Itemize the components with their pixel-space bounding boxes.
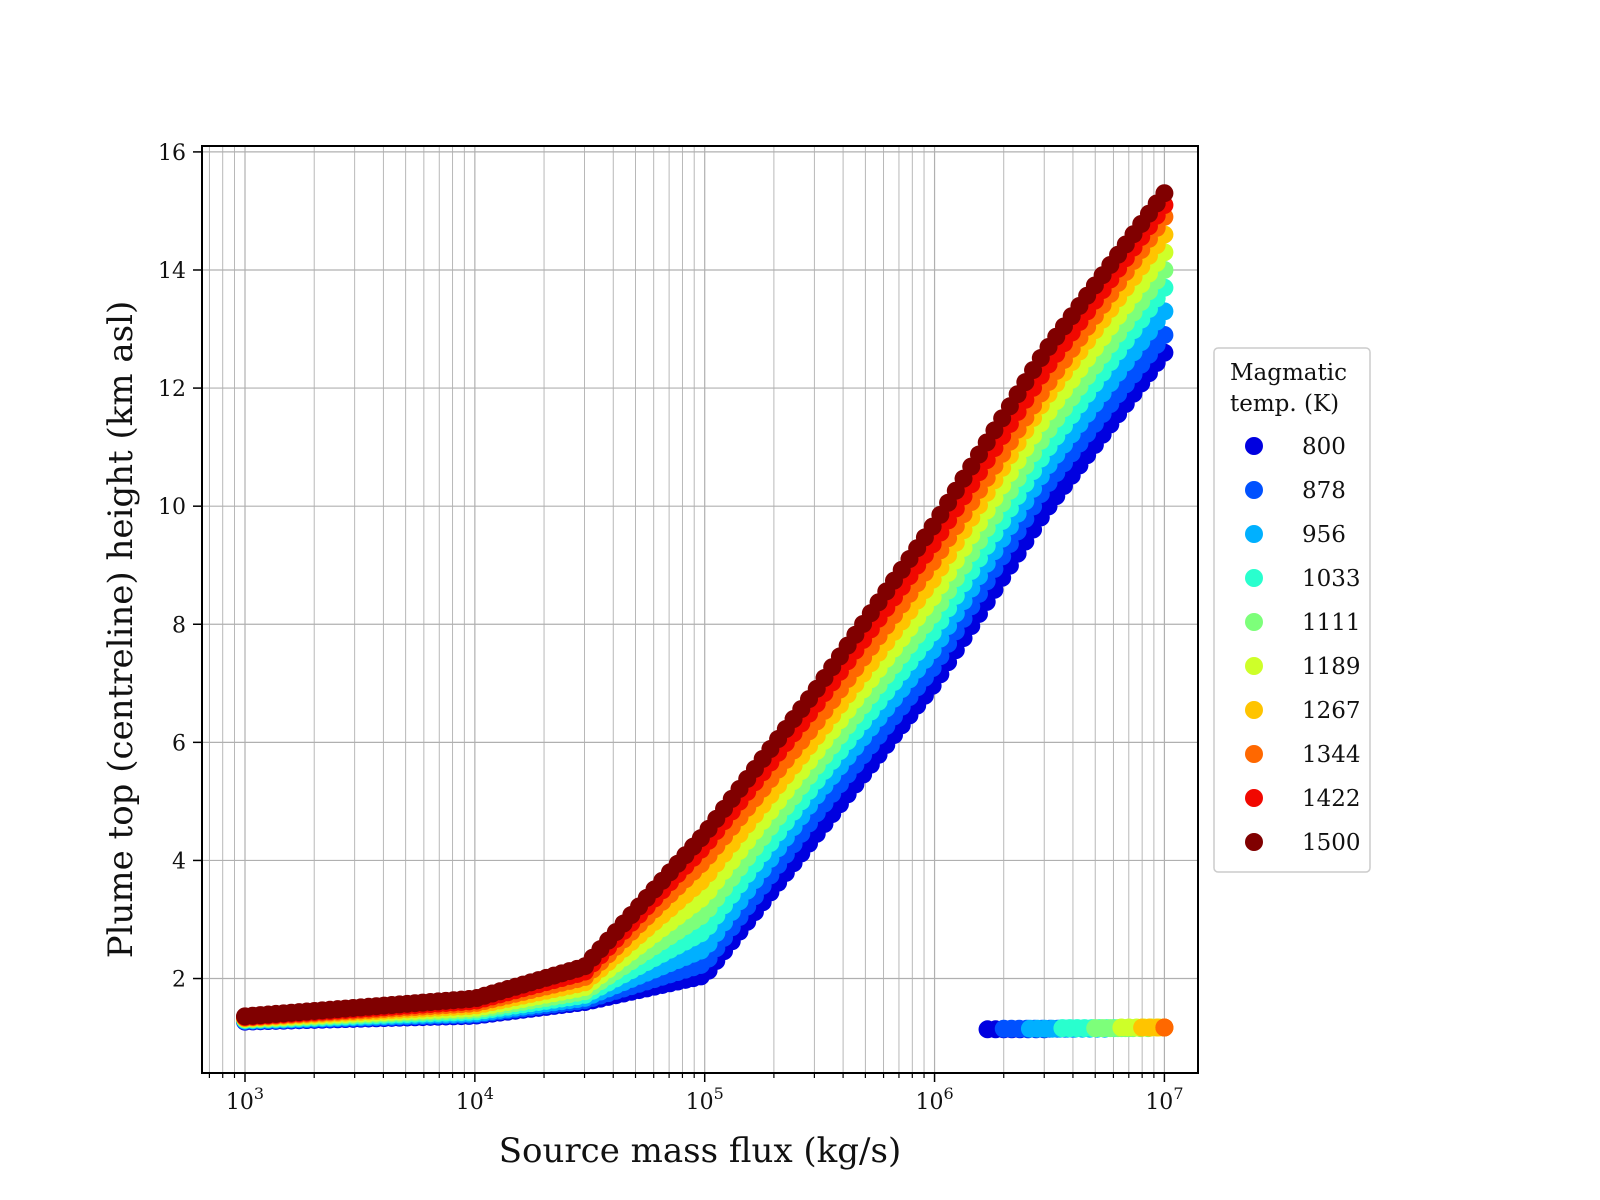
data-point xyxy=(1155,302,1174,321)
y-tick-label: 4 xyxy=(172,849,186,874)
legend-marker xyxy=(1245,437,1263,455)
legend-marker xyxy=(1245,745,1263,763)
legend-entry: 878 xyxy=(1245,478,1346,504)
y-tick-label: 16 xyxy=(158,141,186,166)
legend-marker xyxy=(1245,525,1263,543)
y-axis-ticks: 2 4 6 8 10 12 14 16 xyxy=(158,141,202,993)
legend-label: 878 xyxy=(1302,478,1346,504)
legend-label: 1344 xyxy=(1302,742,1361,768)
legend-marker xyxy=(1245,789,1263,807)
legend-marker xyxy=(1245,701,1263,719)
y-tick-label: 2 xyxy=(172,968,186,993)
legend-entry: 1500 xyxy=(1245,830,1361,856)
legend-label: 1267 xyxy=(1302,698,1361,724)
y-tick-label: 14 xyxy=(158,259,186,284)
x-tick-label: 103 xyxy=(226,1084,264,1115)
legend-entry: 956 xyxy=(1245,522,1346,548)
legend-label: 1111 xyxy=(1302,610,1361,636)
legend-entries: 800 878 956 1033 1111 1189 1267 1344 1422 1500 xyxy=(1245,434,1361,856)
legend-marker xyxy=(1245,613,1263,631)
legend-marker xyxy=(1245,569,1263,587)
legend-label: 1033 xyxy=(1302,566,1361,592)
y-tick-label: 8 xyxy=(172,613,186,638)
data-point xyxy=(1155,325,1174,344)
y-tick-label: 6 xyxy=(172,731,186,756)
legend-label: 1422 xyxy=(1302,786,1361,812)
y-tick-label: 12 xyxy=(158,377,186,402)
legend-title-line-1: Magmatic xyxy=(1230,360,1347,386)
legend-entry: 1189 xyxy=(1245,654,1361,680)
y-tick-label: 10 xyxy=(158,495,186,520)
legend-entry: 1267 xyxy=(1245,698,1361,724)
legend-label: 800 xyxy=(1302,434,1346,460)
data-point xyxy=(1155,1018,1174,1037)
x-tick-label: 107 xyxy=(1145,1084,1183,1115)
legend-title-line-2: temp. (K) xyxy=(1230,391,1339,417)
legend-entry: 1422 xyxy=(1245,786,1361,812)
legend-marker xyxy=(1245,481,1263,499)
x-tick-label: 105 xyxy=(686,1084,724,1115)
legend: Magmatic temp. (K) 800 878 956 1033 1111 1189… xyxy=(1213,347,1371,873)
legend-entry: 1033 xyxy=(1245,566,1361,592)
x-axis-ticks: 103 104 105 106 107 xyxy=(208,1073,1184,1115)
legend-marker xyxy=(1245,657,1263,675)
y-axis-title: Plume top (centreline) height (km asl) xyxy=(101,301,141,959)
legend-entry: 1111 xyxy=(1245,610,1361,636)
data-point xyxy=(1155,184,1174,203)
data-points xyxy=(236,184,1174,1039)
series-1500 xyxy=(236,184,1174,1026)
x-tick-label: 106 xyxy=(915,1084,953,1115)
legend-entry: 800 xyxy=(1245,434,1346,460)
plot-frame xyxy=(201,145,1199,1074)
legend-label: 1500 xyxy=(1302,830,1361,856)
x-axis-title: Source mass flux (kg/s) xyxy=(499,1131,901,1171)
legend-label: 1189 xyxy=(1302,654,1361,680)
x-tick-label: 104 xyxy=(456,1084,494,1115)
legend-entry: 1344 xyxy=(1245,742,1361,768)
legend-marker xyxy=(1245,833,1263,851)
legend-box xyxy=(1213,347,1371,873)
legend-label: 956 xyxy=(1302,522,1346,548)
